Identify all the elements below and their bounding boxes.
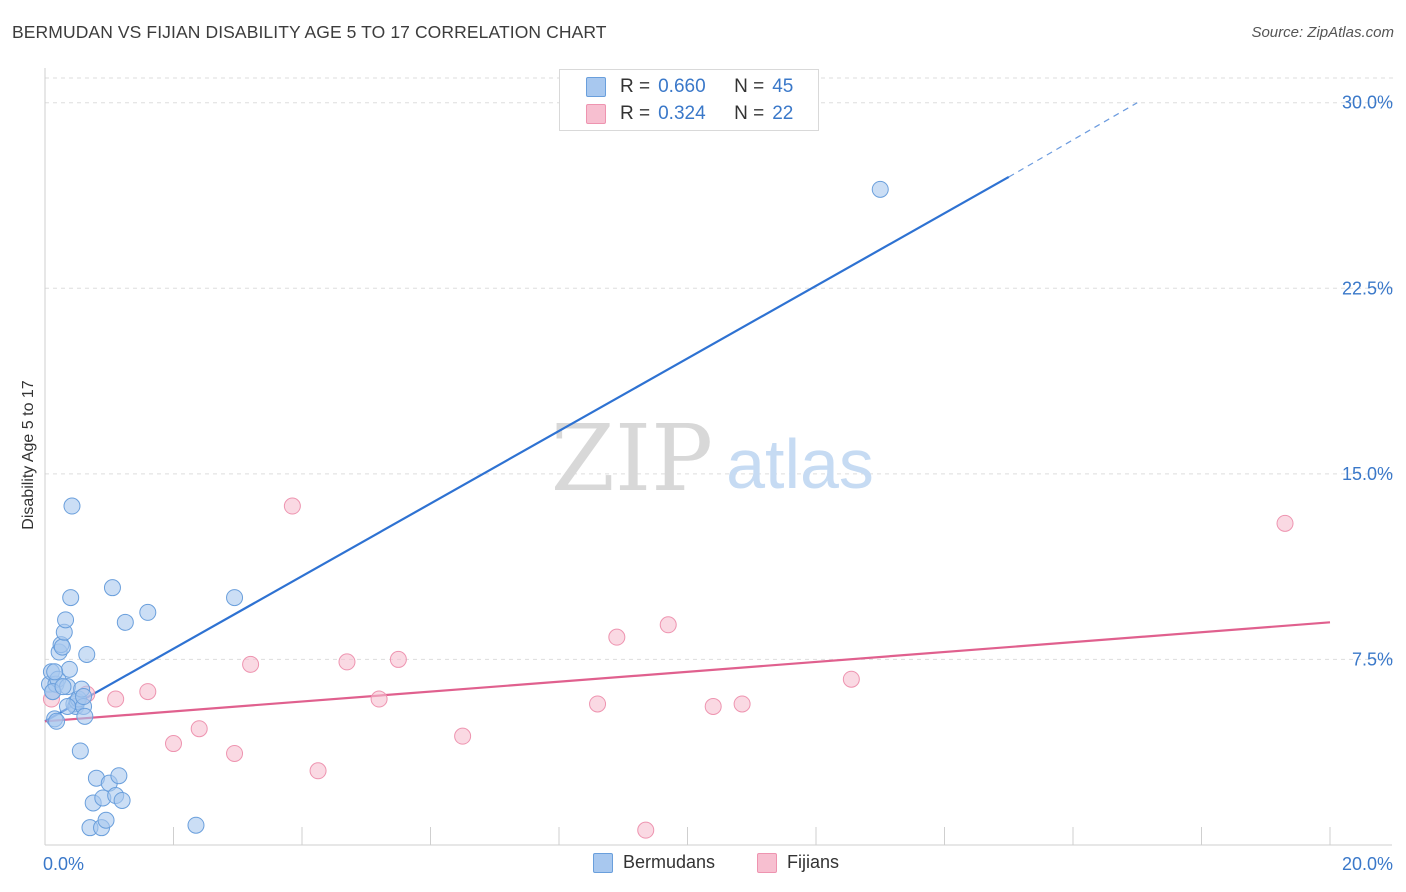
fijian-point [107, 690, 125, 708]
bermudan-point [57, 611, 75, 629]
n-value: 22 [772, 103, 794, 124]
series-legend: Bermudans Fijians [0, 852, 1406, 876]
watermark: ZIP atlas [551, 405, 874, 512]
bermudan-point [226, 589, 244, 607]
bermudans-swatch [586, 77, 606, 97]
bermudans-trend-line [44, 176, 1010, 723]
bermudan-point [75, 688, 93, 706]
fijian-point [659, 616, 677, 634]
bermudan-point [113, 791, 131, 809]
fijian-point [139, 683, 157, 701]
bermudan-point [71, 742, 89, 760]
bermudan-point [63, 497, 81, 515]
bermudan-point [871, 180, 889, 198]
correlation-legend: R = 0.660 N = 45 R = 0.324 N = 22 [559, 69, 819, 131]
bermudan-point [46, 663, 64, 681]
fijian-point [338, 653, 356, 671]
bermudans-trend-extension [1008, 102, 1138, 178]
n-value: 45 [772, 76, 794, 97]
bermudans-swatch [593, 852, 613, 873]
bermudan-point [76, 707, 94, 725]
fijian-point [704, 697, 722, 715]
r-label: R = [620, 76, 651, 97]
axes [44, 68, 1392, 846]
legend-row-bermudans: R = 0.660 N = 45 [586, 76, 793, 98]
fijian-point [608, 628, 626, 646]
trend-lines [44, 102, 1331, 723]
x-tick-label: 20.0% [1342, 854, 1393, 874]
fijians-swatch [586, 104, 606, 124]
bermudan-point [78, 645, 96, 663]
fijian-point [283, 497, 301, 515]
bermudan-point [60, 660, 78, 678]
fijian-point [454, 727, 472, 745]
legend-item-bermudans[interactable]: Bermudans [593, 852, 715, 873]
y-tick-label: 15.0% [1342, 464, 1393, 484]
bermudan-point [48, 712, 66, 730]
bermudan-point [187, 816, 205, 834]
legend-label-bermudans: Bermudans [623, 852, 716, 872]
bermudan-point [110, 767, 128, 785]
bermudan-point [62, 589, 80, 607]
fijian-point [733, 695, 751, 713]
chart-title: BERMUDAN VS FIJIAN DISABILITY AGE 5 TO 1… [12, 22, 607, 42]
r-label: R = [620, 103, 651, 124]
r-value: 0.324 [658, 103, 706, 124]
y-tick-label: 30.0% [1342, 93, 1393, 113]
bermudan-point [58, 697, 76, 715]
y-tick-label: 22.5% [1342, 278, 1393, 298]
tick-labels: 7.5% 15.0% 22.5% 30.0% 0.0% 20.0% [43, 93, 1393, 874]
fijians-swatch [757, 852, 777, 873]
fijian-point [637, 821, 655, 839]
bermudan-point [139, 603, 157, 621]
fijian-point [1276, 514, 1294, 532]
n-label: N = [734, 76, 765, 97]
fijians-trend-line [44, 621, 1331, 723]
fijian-point [389, 650, 407, 668]
bermudan-point [53, 638, 71, 656]
fijian-point [370, 690, 388, 708]
fijian-point [589, 695, 607, 713]
gridlines [45, 77, 1395, 660]
legend-item-fijians[interactable]: Fijians [757, 852, 839, 873]
legend-label-fijians: Fijians [787, 852, 840, 872]
bermudan-point [103, 579, 121, 597]
x-tick-label: 0.0% [43, 854, 84, 874]
data-points [40, 180, 1294, 839]
fijian-point [309, 762, 327, 780]
fijian-point [226, 744, 244, 762]
r-value: 0.660 [658, 76, 706, 97]
fijian-point [842, 670, 860, 688]
fijian-point [165, 735, 182, 753]
legend-row-fijians: R = 0.324 N = 22 [586, 103, 793, 125]
y-tick-label: 7.5% [1352, 649, 1393, 669]
bermudan-point [97, 811, 115, 829]
bermudan-point [54, 678, 72, 696]
fijian-point [242, 655, 260, 673]
fijian-point [190, 720, 208, 738]
bermudan-point [116, 613, 134, 631]
watermark-zip: ZIP [551, 405, 713, 512]
source-label: Source: ZipAtlas.com [1251, 24, 1394, 41]
watermark-atlas: atlas [726, 425, 874, 503]
n-label: N = [734, 103, 765, 124]
